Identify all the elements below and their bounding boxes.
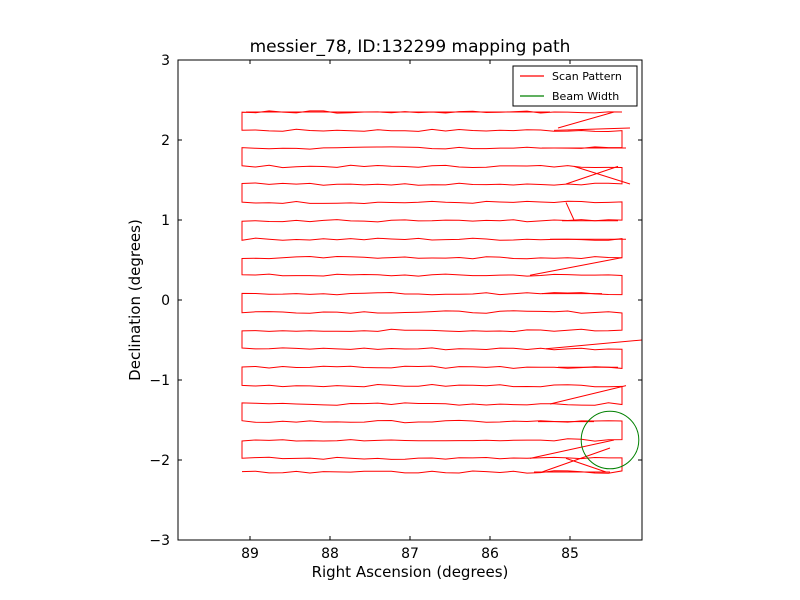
legend-label-scan-pattern: Scan Pattern <box>552 70 622 83</box>
chart-title: messier_78, ID:132299 mapping path <box>250 37 571 57</box>
legend-box <box>512 65 638 107</box>
x-tick-label: 85 <box>561 546 579 562</box>
y-axis-label: Declination (degrees) <box>126 219 144 381</box>
x-tick-label: 89 <box>241 546 259 562</box>
beam-width-circle <box>580 410 640 470</box>
y-axis-ticks: −3 −2 −1 0 1 2 3 <box>149 53 642 549</box>
x-axis-ticks: 89 88 87 86 85 <box>241 60 579 562</box>
plot-area <box>178 60 642 540</box>
scan-pattern-line <box>241 110 623 474</box>
y-tick-label: 0 <box>161 293 170 309</box>
y-tick-label: −2 <box>149 453 170 469</box>
x-tick-label: 88 <box>321 546 339 562</box>
y-tick-label: −1 <box>149 373 170 389</box>
scan-pattern-jumps <box>246 111 642 473</box>
y-tick-label: 1 <box>161 213 170 229</box>
x-tick-label: 87 <box>401 546 419 562</box>
legend: Scan Pattern Beam Width <box>512 65 638 107</box>
x-tick-label: 86 <box>481 546 499 562</box>
data-layer <box>241 110 642 474</box>
legend-label-beam-width: Beam Width <box>552 90 619 103</box>
y-tick-label: 2 <box>161 133 170 149</box>
y-tick-label: −3 <box>149 533 170 549</box>
x-axis-label: Right Ascension (degrees) <box>312 563 509 581</box>
y-tick-label: 3 <box>161 53 170 69</box>
